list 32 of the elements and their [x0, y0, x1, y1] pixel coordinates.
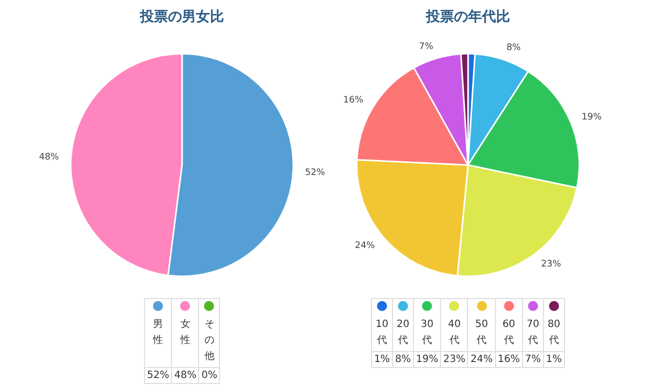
text: 7% [525, 354, 541, 365]
chart-title: 投票の年代比 [424, 8, 511, 26]
legend-label: 80代 [546, 318, 562, 348]
text: 0% [202, 370, 218, 381]
data-label: 24% [354, 241, 376, 252]
legend-label: 20代 [396, 318, 410, 348]
legend-label: 60代 [501, 318, 516, 348]
text: 16% [498, 354, 520, 365]
data-label: 16% [343, 95, 364, 106]
text: 52% [147, 370, 170, 381]
text: 24% [470, 354, 493, 365]
data-label: 48% [38, 152, 60, 163]
chart-title: 投票の男女比 [138, 8, 225, 26]
text: 48% [174, 370, 196, 381]
legend-label: 10代 [374, 318, 390, 348]
data-label: 8% [506, 43, 522, 54]
legend-label: 女性 [179, 318, 192, 348]
data-label: 19% [582, 112, 602, 123]
data-label: 52% [305, 168, 326, 178]
legend-label: 男性 [152, 318, 164, 348]
text: 19% [416, 354, 438, 365]
data-label: 7% [418, 42, 434, 52]
data-label: 1% [372, 352, 392, 368]
legend-label: 50代 [474, 318, 489, 348]
legend-label: 40代 [446, 318, 462, 348]
legend-label: 70代 [526, 318, 540, 348]
data-label: 23% [541, 260, 562, 270]
legend-label: その他 [203, 318, 216, 364]
text: 23% [443, 354, 466, 365]
data-label: 1% [543, 352, 564, 368]
legend-label: 30代 [420, 318, 434, 348]
text: 8% [395, 354, 411, 365]
